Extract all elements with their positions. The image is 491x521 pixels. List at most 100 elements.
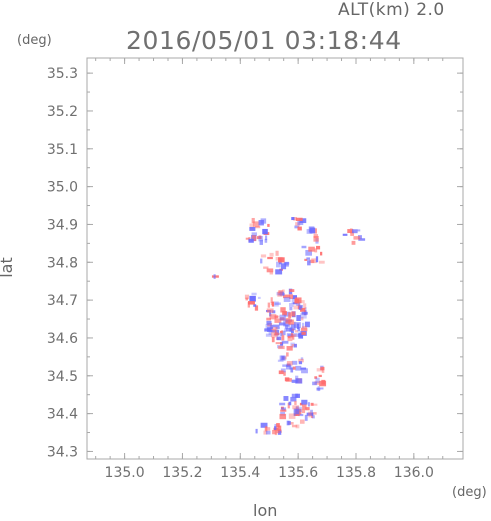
velocity-cell xyxy=(213,274,216,279)
velocity-cell xyxy=(291,360,298,365)
altitude-label: ALT(km) 2.0 xyxy=(338,0,445,20)
velocity-cell xyxy=(278,322,286,326)
velocity-cell xyxy=(292,295,297,300)
x-tick-label: 135.0 xyxy=(105,465,145,481)
velocity-cell xyxy=(311,415,315,419)
velocity-cell xyxy=(282,289,285,294)
velocity-cell xyxy=(279,330,283,334)
velocity-cell xyxy=(289,303,294,307)
velocity-cell xyxy=(267,223,270,227)
velocity-cell xyxy=(308,246,315,252)
velocity-cell xyxy=(318,260,325,264)
velocity-cell xyxy=(260,254,267,258)
velocity-cell xyxy=(304,414,308,421)
velocity-cell xyxy=(283,297,291,302)
velocity-cell xyxy=(295,424,300,429)
velocity-cell xyxy=(307,402,310,407)
velocity-cell xyxy=(264,238,268,243)
velocity-cell xyxy=(289,306,293,311)
velocity-cell xyxy=(264,427,271,431)
velocity-cell xyxy=(245,297,249,301)
velocity-cell xyxy=(310,402,314,406)
velocity-cell xyxy=(285,324,290,328)
velocity-cell xyxy=(271,310,276,314)
velocity-cell xyxy=(305,249,313,256)
velocity-cell xyxy=(320,251,323,256)
velocity-cell xyxy=(269,252,274,257)
velocity-cell xyxy=(351,240,356,245)
velocity-cell xyxy=(284,328,287,332)
velocity-cell xyxy=(300,328,308,332)
velocity-cell xyxy=(280,263,287,270)
velocity-cell xyxy=(308,411,312,418)
velocity-cell xyxy=(301,311,308,315)
velocity-cell xyxy=(258,235,264,242)
velocity-cell xyxy=(284,324,289,329)
velocity-cell xyxy=(301,327,308,331)
velocity-cell xyxy=(285,317,291,324)
velocity-cell xyxy=(287,420,291,425)
velocity-cell xyxy=(260,422,268,428)
x-tick-label: 135.4 xyxy=(220,465,260,481)
velocity-cell xyxy=(358,238,366,241)
velocity-cell xyxy=(279,413,287,420)
velocity-cell xyxy=(291,393,298,398)
velocity-cell xyxy=(279,314,286,321)
velocity-cell xyxy=(290,334,297,337)
velocity-cell xyxy=(289,327,293,332)
velocity-cell xyxy=(286,327,291,332)
velocity-cell xyxy=(280,407,287,411)
y-tick-label: 34.4 xyxy=(47,407,78,423)
y-tick-label: 34.9 xyxy=(47,217,78,233)
velocity-cell xyxy=(301,322,305,329)
velocity-cell xyxy=(318,374,322,378)
velocity-cell xyxy=(282,294,290,299)
y-tick-label: 34.3 xyxy=(47,444,78,460)
velocity-cell xyxy=(288,319,294,325)
velocity-cell xyxy=(248,238,254,243)
velocity-cell xyxy=(287,334,293,337)
velocity-cell xyxy=(260,258,263,264)
velocity-cell xyxy=(248,301,255,305)
y-tick-label: 34.5 xyxy=(47,369,78,385)
velocity-cell xyxy=(298,361,303,365)
velocity-field xyxy=(211,217,366,436)
velocity-cell xyxy=(294,225,300,229)
velocity-cell xyxy=(321,367,325,373)
y-axis-unit: (deg) xyxy=(17,33,52,48)
velocity-cell xyxy=(310,409,313,415)
velocity-cell xyxy=(286,333,293,337)
velocity-cell xyxy=(254,305,259,311)
velocity-cell xyxy=(291,333,294,338)
velocity-cell xyxy=(265,430,271,435)
velocity-cell xyxy=(249,227,256,231)
velocity-cell xyxy=(274,318,282,323)
y-tick-label: 35.3 xyxy=(47,66,78,82)
velocity-cell xyxy=(275,250,279,256)
velocity-cell xyxy=(277,359,284,362)
velocity-cell xyxy=(294,343,297,348)
velocity-cell xyxy=(300,308,306,312)
velocity-cell xyxy=(302,325,307,329)
velocity-cell xyxy=(267,323,273,327)
velocity-cell xyxy=(288,422,294,425)
y-tick-label: 35.0 xyxy=(47,180,78,196)
velocity-cell xyxy=(262,228,268,235)
velocity-cell xyxy=(288,401,292,406)
velocity-cell xyxy=(278,345,285,350)
velocity-cell xyxy=(281,340,289,344)
velocity-cell xyxy=(268,330,272,335)
velocity-cell xyxy=(286,352,289,357)
velocity-cell xyxy=(276,336,282,341)
velocity-cell xyxy=(316,368,324,372)
velocity-cell xyxy=(314,381,320,385)
x-tick-label: 135.6 xyxy=(278,465,318,481)
velocity-cell xyxy=(276,261,281,268)
velocity-cell xyxy=(314,376,318,379)
velocity-cell xyxy=(281,335,285,341)
velocity-cell xyxy=(291,298,295,304)
velocity-cell xyxy=(263,266,269,269)
velocity-cell xyxy=(293,413,297,416)
velocity-cell xyxy=(249,295,256,302)
